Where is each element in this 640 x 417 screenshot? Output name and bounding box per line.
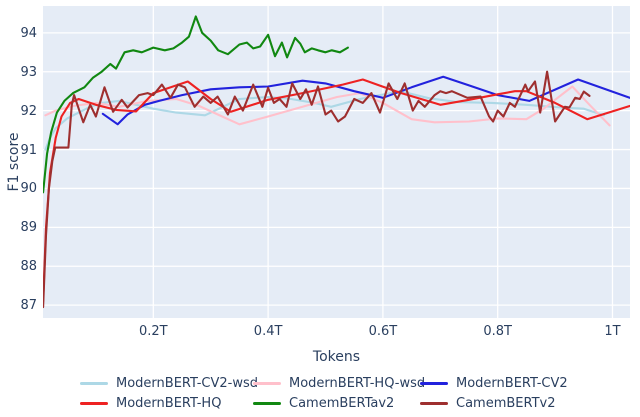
legend-label: CamemBERTav2 <box>289 395 395 411</box>
legend-item-ModernBERT-CV2-wsd: ModernBERT-CV2-wsd <box>80 376 258 391</box>
x-tick-label: 0.6T <box>368 324 398 339</box>
legend-swatch-icon <box>253 401 281 405</box>
legend-item-CamemBERTav2: CamemBERTav2 <box>253 396 420 411</box>
legend-label: ModernBERT-CV2-wsd <box>116 375 259 391</box>
series-line-ModernBERT-HQ-wsd <box>44 85 611 127</box>
legend-swatch-icon <box>420 381 448 385</box>
y-tick-label: 87 <box>20 298 37 314</box>
y-tick-label: 93 <box>20 64 37 80</box>
chart-legend: ModernBERT-CV2-wsd ModernBERT-HQ-wsd Moder… <box>0 373 640 413</box>
y-tick-label: 88 <box>20 259 37 275</box>
x-tick-label: 0.2T <box>139 324 168 339</box>
y-tick-label: 91 <box>20 142 37 158</box>
legend-row: ModernBERT-HQ CamemBERTav2 CamemBERTv2 <box>80 393 640 413</box>
plot-area <box>43 6 630 318</box>
plot-frame <box>43 6 630 318</box>
y-tick-label: 94 <box>20 25 37 41</box>
series-line-CamemBERTv2 <box>43 70 591 309</box>
y-tick-label: 89 <box>20 220 37 236</box>
x-tick-label: 0.4T <box>253 324 283 339</box>
legend-item-ModernBERT-HQ: ModernBERT-HQ <box>80 396 253 411</box>
legend-item-ModernBERT-HQ-wsd: ModernBERT-HQ-wsd <box>253 376 425 391</box>
x-axis-label: Tokens <box>312 349 361 365</box>
series-line-CamemBERTav2 <box>43 15 349 194</box>
series-line-ModernBERT-CV2 <box>101 75 630 126</box>
legend-item-ModernBERT-CV2: ModernBERT-CV2 <box>420 376 640 391</box>
legend-label: ModernBERT-HQ <box>116 395 222 411</box>
legend-item-CamemBERTv2: CamemBERTv2 <box>420 396 640 411</box>
legend-swatch-icon <box>80 381 108 385</box>
y-tick-label: 90 <box>20 181 37 197</box>
x-tick-label: 0.8T <box>483 324 512 339</box>
legend-swatch-icon <box>80 401 108 405</box>
legend-swatch-icon <box>420 401 448 405</box>
x-tick-label: 1T <box>604 324 621 339</box>
legend-row: ModernBERT-CV2-wsd ModernBERT-HQ-wsd Moder… <box>80 373 640 393</box>
series-line-ModernBERT-HQ <box>43 78 630 303</box>
legend-label: CamemBERTv2 <box>456 395 556 411</box>
legend-label: ModernBERT-HQ-wsd <box>289 375 426 391</box>
plot-background <box>43 6 630 318</box>
legend-swatch-icon <box>253 381 281 385</box>
y-tick-label: 92 <box>20 103 37 119</box>
legend-label: ModernBERT-CV2 <box>456 375 568 391</box>
